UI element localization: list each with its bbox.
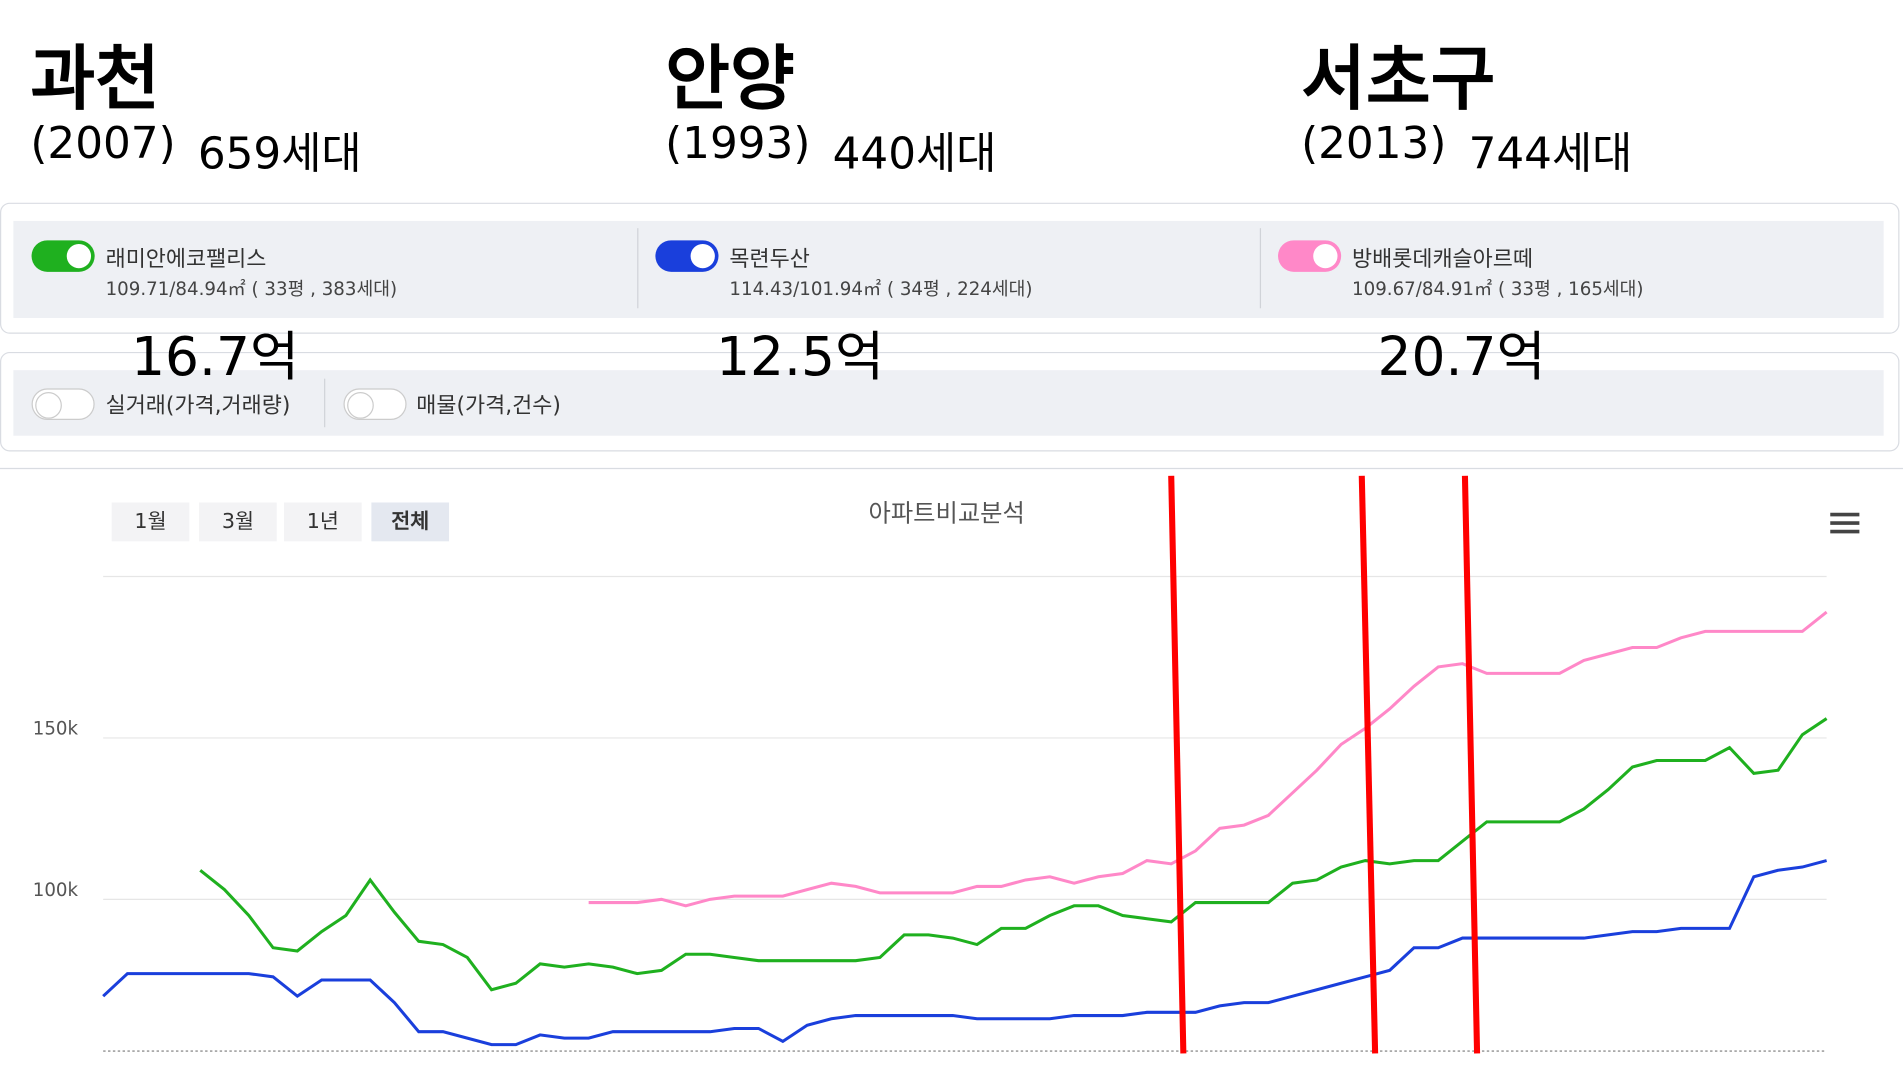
marker-line <box>1358 475 1379 1054</box>
apartment-price: 12.5억 <box>716 326 885 389</box>
apartment-spec: 114.43/101.94㎡ ( 34평 , 224세대) <box>729 277 1033 300</box>
chart-title: 아파트비교분석 <box>869 499 1025 528</box>
households: 659세대 <box>197 129 362 180</box>
apartment-spec: 109.67/84.91㎡ ( 33평 , 165세대) <box>1352 277 1644 300</box>
legend-entry: 방배롯데캐슬아르떼 <box>1352 246 1533 272</box>
legend-entry: 목련두산 <box>729 246 810 272</box>
apartment-price: 20.7억 <box>1377 326 1546 389</box>
menu-icon[interactable] <box>1830 512 1860 534</box>
divider <box>637 228 639 309</box>
toggle[interactable] <box>343 388 407 420</box>
households: 440세대 <box>832 129 997 180</box>
households: 744세대 <box>1468 129 1633 180</box>
city: 과천 <box>30 37 160 121</box>
series-line <box>199 717 1828 992</box>
series-line <box>588 610 1828 908</box>
divider <box>1259 228 1262 309</box>
city: 서초구 <box>1301 37 1496 121</box>
y-tick-label: 150k <box>33 718 79 739</box>
period-button[interactable]: 1년 <box>284 502 362 542</box>
period-button[interactable]: 1월 <box>111 502 190 542</box>
year: (1993) <box>665 118 811 169</box>
legend-entry: 래미안에코팰리스 <box>105 246 267 272</box>
y-tick-label: 100k <box>33 880 79 901</box>
option-label: 매물(가격,건수) <box>416 393 561 419</box>
toggle[interactable] <box>655 240 719 272</box>
apartment-panel <box>0 202 1900 334</box>
period-button[interactable]: 전체 <box>371 502 450 542</box>
divider <box>324 378 326 428</box>
toggle[interactable] <box>31 388 95 420</box>
option-label: 실거래(가격,거래량) <box>105 393 291 419</box>
period-button[interactable]: 3월 <box>199 502 277 542</box>
series-line <box>102 859 1828 1047</box>
apartment-price: 16.7억 <box>131 326 300 389</box>
apartment-row <box>13 220 1884 318</box>
marker-line <box>1168 475 1187 1054</box>
apartment-spec: 109.71/84.94㎡ ( 33평 , 383세대) <box>105 277 398 300</box>
year: (2013) <box>1301 118 1447 169</box>
city: 안양 <box>665 37 795 121</box>
toggle[interactable] <box>31 240 95 272</box>
marker-line <box>1461 475 1481 1054</box>
year: (2007) <box>30 118 176 169</box>
toggle[interactable] <box>1278 240 1342 272</box>
